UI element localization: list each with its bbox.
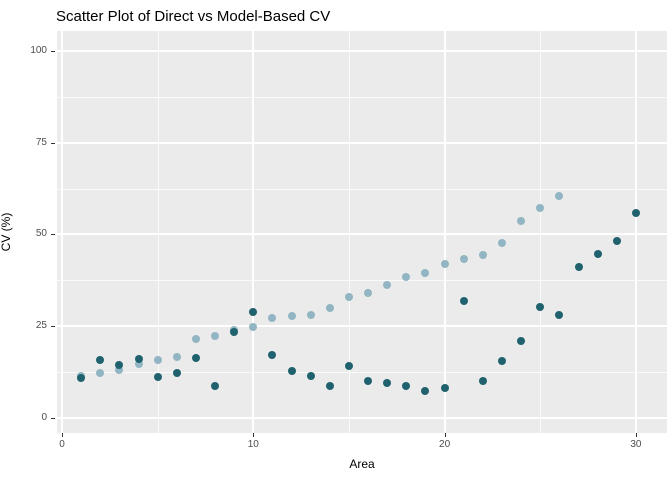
x-tick-mark <box>253 433 255 437</box>
data-point <box>631 209 640 218</box>
data-point <box>287 366 296 375</box>
data-point <box>249 308 258 317</box>
data-point <box>497 239 506 248</box>
data-point <box>459 297 468 306</box>
gridline-y-major <box>57 141 667 144</box>
data-point <box>478 250 487 259</box>
y-tick-label: 0 <box>41 412 47 423</box>
data-point <box>344 292 353 301</box>
data-point <box>306 310 315 319</box>
gridline-x-major <box>61 31 63 433</box>
x-tick-label: 20 <box>439 439 451 450</box>
gridline-x-major <box>443 31 446 433</box>
x-tick-label: 0 <box>59 439 65 450</box>
data-point <box>249 323 258 332</box>
y-tick-label: 75 <box>35 136 47 148</box>
gridline-y-minor <box>57 96 667 98</box>
gridline-y-minor <box>57 188 667 190</box>
y-tick-mark <box>51 234 55 236</box>
data-point <box>115 365 124 374</box>
y-tick-mark <box>51 418 55 419</box>
gridline-y-minor <box>57 372 667 374</box>
gridline-x-minor <box>348 31 350 433</box>
x-tick-label: 10 <box>247 439 259 450</box>
x-axis-title: Area <box>349 457 375 471</box>
y-tick-mark <box>51 326 55 328</box>
data-point <box>134 360 143 369</box>
data-point <box>440 384 449 393</box>
y-tick-label: 50 <box>35 228 47 240</box>
gridline-y-major <box>57 233 667 236</box>
x-tick-mark <box>444 433 446 437</box>
gridline-y-major <box>57 325 667 328</box>
data-point <box>364 376 373 385</box>
data-point <box>364 288 373 297</box>
plot-panel <box>57 31 667 433</box>
data-point <box>153 355 162 364</box>
data-point <box>191 335 200 344</box>
data-point <box>440 260 449 269</box>
gridline-y-major <box>57 417 667 419</box>
data-point <box>325 304 334 313</box>
x-tick-label: 30 <box>630 439 642 450</box>
data-point <box>96 355 105 364</box>
data-point <box>172 368 181 377</box>
data-point <box>402 272 411 281</box>
gridline-y-major <box>57 49 667 52</box>
data-point <box>402 381 411 390</box>
gridline-y-minor <box>57 280 667 282</box>
x-tick-mark <box>635 433 637 437</box>
data-point <box>230 328 239 337</box>
data-point <box>96 369 105 378</box>
gridline-x-minor <box>157 31 159 433</box>
data-point <box>115 361 124 370</box>
gridline-x-major <box>634 31 637 433</box>
data-point <box>421 268 430 277</box>
data-point <box>325 382 334 391</box>
y-tick-mark <box>51 50 55 52</box>
data-point <box>459 254 468 263</box>
data-point <box>268 351 277 360</box>
y-tick-label: 25 <box>35 320 47 332</box>
data-point <box>172 352 181 361</box>
x-tick-mark <box>62 433 63 437</box>
chart-title: Scatter Plot of Direct vs Model-Based CV <box>56 8 331 25</box>
data-point <box>555 310 564 319</box>
data-point <box>77 373 86 382</box>
data-point <box>612 236 621 245</box>
data-point <box>517 217 526 226</box>
y-tick-label: 100 <box>30 44 47 56</box>
y-tick-mark <box>51 142 55 144</box>
gridline-x-major <box>252 31 255 433</box>
data-point <box>574 263 583 272</box>
data-point <box>383 379 392 388</box>
data-point <box>268 314 277 323</box>
data-point <box>536 302 545 311</box>
data-point <box>211 381 220 390</box>
data-point <box>383 281 392 290</box>
data-point <box>536 203 545 212</box>
data-point <box>555 191 564 200</box>
data-point <box>153 372 162 381</box>
data-point <box>287 311 296 320</box>
data-point <box>344 361 353 370</box>
data-point <box>478 377 487 386</box>
gridline-x-minor <box>540 31 542 433</box>
data-point <box>191 354 200 363</box>
data-point <box>593 249 602 258</box>
data-point <box>306 371 315 380</box>
data-point <box>134 355 143 364</box>
data-point <box>517 336 526 345</box>
data-point <box>497 357 506 366</box>
data-point <box>211 332 220 341</box>
data-point <box>421 387 430 396</box>
